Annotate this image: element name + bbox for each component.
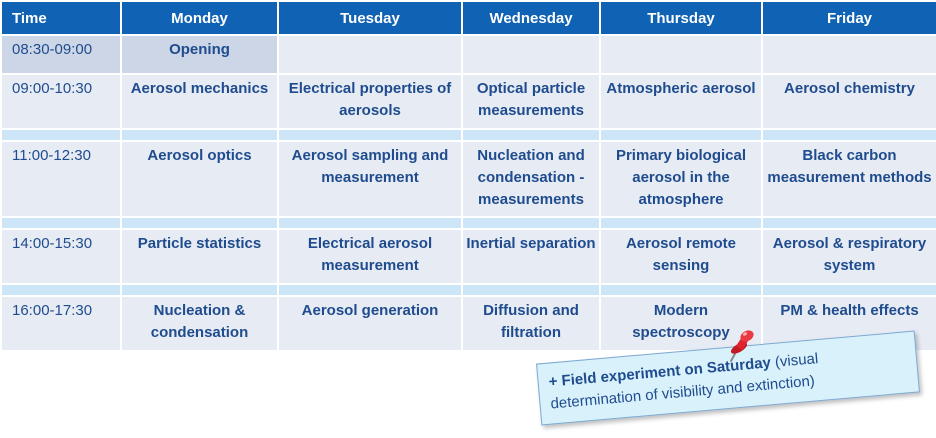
cell-empty (279, 36, 461, 73)
break-cell (601, 130, 761, 140)
cell-s2-tuesday: Aerosol sampling and measurement (279, 142, 461, 216)
break-cell (463, 130, 599, 140)
cell-s1-friday: Aerosol chemistry (763, 75, 936, 128)
cell-opening-monday: Opening (122, 36, 277, 73)
break-cell (2, 130, 120, 140)
header-thursday: Thursday (601, 2, 761, 34)
break-cell (279, 285, 461, 295)
cell-s3-wednesday: Inertial separation (463, 230, 599, 283)
cell-s4-tuesday: Aerosol generation (279, 297, 461, 350)
row-session-4: 16:00-17:30 Nucleation & condensation Ae… (2, 297, 936, 350)
header-wednesday: Wednesday (463, 2, 599, 34)
break-cell (122, 285, 277, 295)
time-cell: 11:00-12:30 (2, 142, 120, 216)
row-session-1: 09:00-10:30 Aerosol mechanics Electrical… (2, 75, 936, 128)
break-cell (763, 285, 936, 295)
cell-empty (601, 36, 761, 73)
break-cell (122, 130, 277, 140)
cell-empty (763, 36, 936, 73)
break-cell (463, 218, 599, 228)
time-cell: 08:30-09:00 (2, 36, 120, 73)
cell-s4-monday: Nucleation & condensation (122, 297, 277, 350)
break-cell (279, 218, 461, 228)
cell-s4-wednesday: Diffusion and filtration (463, 297, 599, 350)
break-cell (279, 130, 461, 140)
cell-s1-monday: Aerosol mechanics (122, 75, 277, 128)
cell-s2-monday: Aerosol optics (122, 142, 277, 216)
break-cell (463, 285, 599, 295)
time-cell: 09:00-10:30 (2, 75, 120, 128)
break-cell (2, 285, 120, 295)
break-cell (763, 130, 936, 140)
pushpin-icon (730, 330, 754, 362)
schedule-table: Time Monday Tuesday Wednesday Thursday F… (2, 2, 936, 350)
time-cell: 16:00-17:30 (2, 297, 120, 350)
cell-s2-wednesday: Nucleation and condensation - measuremen… (463, 142, 599, 216)
cell-s3-tuesday: Electrical aerosol measurement (279, 230, 461, 283)
cell-s2-thursday: Primary biological aerosol in the atmosp… (601, 142, 761, 216)
header-monday: Monday (122, 2, 277, 34)
cell-s1-tuesday: Electrical properties of aerosols (279, 75, 461, 128)
cell-s3-friday: Aerosol & respiratory system (763, 230, 936, 283)
row-session-2: 11:00-12:30 Aerosol optics Aerosol sampl… (2, 142, 936, 216)
row-session-3: 14:00-15:30 Particle statistics Electric… (2, 230, 936, 283)
break-cell (601, 218, 761, 228)
header-friday: Friday (763, 2, 936, 34)
row-opening: 08:30-09:00 Opening (2, 36, 936, 73)
cell-s2-friday: Black carbon measurement methods (763, 142, 936, 216)
cell-s1-wednesday: Optical particle measurements (463, 75, 599, 128)
header-row: Time Monday Tuesday Wednesday Thursday F… (2, 2, 936, 34)
cell-s4-thursday: Modern spectroscopy (601, 297, 761, 350)
cell-s3-thursday: Aerosol remote sensing (601, 230, 761, 283)
break-cell (2, 218, 120, 228)
break-row (2, 285, 936, 295)
break-cell (122, 218, 277, 228)
cell-empty (463, 36, 599, 73)
header-time: Time (2, 2, 120, 34)
cell-s3-monday: Particle statistics (122, 230, 277, 283)
cell-s1-thursday: Atmospheric aerosol (601, 75, 761, 128)
header-tuesday: Tuesday (279, 2, 461, 34)
break-cell (763, 218, 936, 228)
time-cell: 14:00-15:30 (2, 230, 120, 283)
break-row (2, 130, 936, 140)
break-cell (601, 285, 761, 295)
break-row (2, 218, 936, 228)
